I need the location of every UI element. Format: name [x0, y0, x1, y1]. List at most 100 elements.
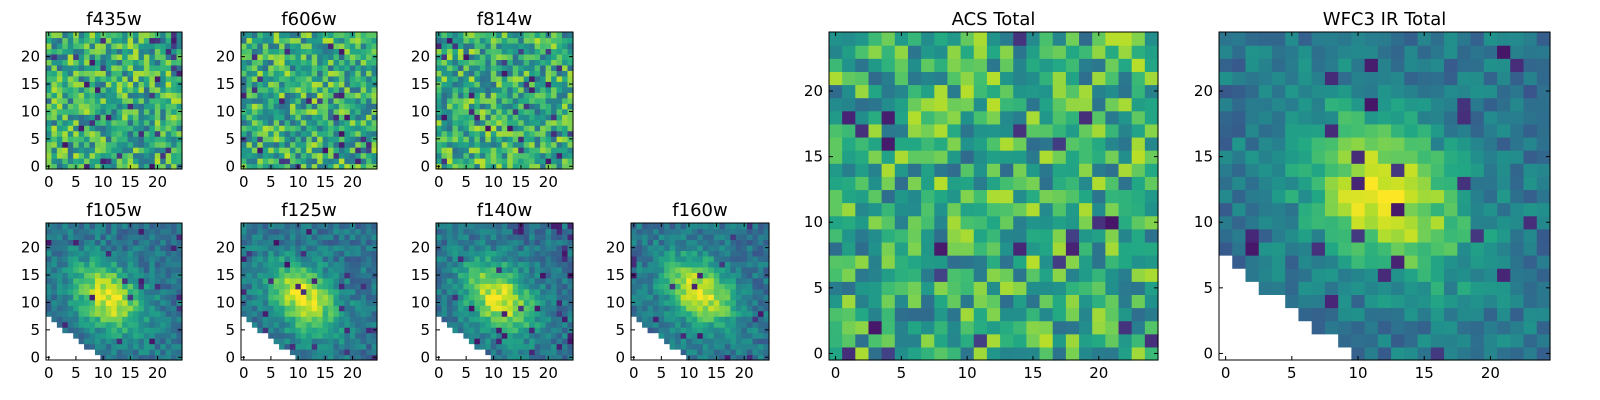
heatmap-cell	[986, 255, 1001, 269]
heatmap-cell	[154, 305, 161, 312]
heatmap-cell	[56, 272, 63, 279]
heatmap-cell	[338, 119, 345, 126]
heatmap-cell	[100, 119, 107, 126]
heatmap-cell	[349, 228, 356, 235]
heatmap-cell	[691, 343, 698, 350]
heatmap-cell	[691, 283, 698, 290]
heatmap-cell	[94, 316, 101, 323]
heatmap-cell	[457, 53, 464, 60]
heatmap-cell	[111, 108, 118, 115]
heatmap-cell	[463, 261, 470, 268]
heatmap-cell	[306, 59, 313, 66]
heatmap-cell	[116, 64, 123, 71]
heatmap-cell	[262, 163, 269, 170]
heatmap-cell	[446, 244, 454, 251]
y-tick-label: 15	[216, 75, 235, 93]
heatmap-cell	[94, 299, 101, 306]
heatmap-cell	[89, 305, 96, 312]
heatmap-cell	[154, 239, 161, 246]
heatmap-cell	[501, 64, 508, 71]
heatmap-cell	[133, 294, 140, 301]
heatmap-cell	[534, 81, 541, 88]
heatmap-cell	[986, 84, 1001, 99]
y-tick-label: 15	[411, 75, 430, 93]
heatmap-cell	[724, 277, 731, 284]
heatmap-cell	[160, 158, 167, 165]
heatmap-cell	[463, 299, 470, 306]
heatmap-cell	[894, 241, 909, 256]
heatmap-cell	[457, 277, 464, 284]
heatmap-cell	[496, 163, 503, 170]
heatmap-cell	[973, 281, 988, 295]
heatmap-cell	[567, 59, 574, 66]
heatmap-cell	[51, 283, 58, 290]
heatmap-cell	[355, 255, 362, 262]
heatmap-cell	[479, 64, 486, 71]
heatmap-cell	[279, 277, 286, 284]
heatmap-cell	[73, 272, 80, 279]
heatmap-cell	[344, 283, 351, 290]
heatmap-cell	[529, 37, 536, 44]
heatmap-cell	[631, 310, 638, 317]
heatmap-cell	[67, 266, 74, 273]
heatmap-cell	[311, 321, 318, 328]
heatmap-cell	[556, 70, 563, 77]
heatmap-cell	[116, 42, 123, 50]
heatmap-cell	[73, 261, 80, 268]
heatmap-cell	[686, 316, 693, 323]
heatmap-cell	[355, 42, 362, 50]
heatmap-cell	[719, 316, 726, 323]
heatmap-cell	[344, 316, 351, 323]
heatmap-cell	[463, 103, 470, 110]
heatmap-cell	[436, 86, 443, 93]
heatmap-cell	[257, 108, 264, 115]
heatmap-cell	[741, 327, 748, 334]
heatmap-cell	[116, 130, 123, 137]
heatmap-cell	[675, 283, 682, 290]
heatmap-cell	[289, 136, 296, 143]
heatmap-cell	[284, 299, 291, 306]
heatmap-cell	[56, 103, 63, 110]
heatmap-cell	[360, 75, 367, 82]
heatmap-cell	[171, 53, 178, 60]
heatmap-cell	[176, 32, 183, 39]
heatmap-cell	[349, 239, 356, 246]
heatmap-cell	[441, 255, 448, 262]
heatmap-cell	[664, 261, 671, 268]
heatmap-cell	[724, 233, 731, 241]
x-tick-label: 5	[71, 173, 81, 191]
heatmap-cell	[78, 239, 85, 246]
heatmap-cell	[154, 250, 161, 257]
heatmap-cell	[371, 239, 378, 246]
heatmap-cell	[907, 176, 922, 191]
heatmap-cell	[154, 272, 161, 279]
heatmap-cell	[1052, 150, 1067, 164]
y-tick-label: 20	[411, 239, 430, 257]
heatmap-cell	[1118, 281, 1133, 295]
heatmap-cell	[523, 349, 530, 356]
heatmap-cell	[512, 244, 519, 251]
heatmap-cell	[84, 59, 91, 66]
heatmap-cell	[165, 163, 172, 170]
heatmap-cell	[338, 343, 345, 350]
heatmap-cell	[479, 70, 486, 77]
heatmap-cell	[51, 48, 58, 55]
heatmap-cell	[752, 261, 759, 268]
heatmap-cell	[907, 84, 922, 99]
heatmap-cell	[241, 239, 248, 246]
heatmap-cell	[300, 228, 307, 235]
heatmap-cell	[636, 244, 643, 251]
heatmap-cell	[344, 288, 351, 295]
heatmap-cell	[67, 81, 74, 88]
heatmap-cell	[333, 59, 340, 66]
heatmap-cell	[556, 343, 563, 350]
heatmap-cell	[973, 71, 988, 86]
heatmap-cell	[138, 158, 145, 165]
heatmap-cell	[344, 75, 351, 82]
heatmap-cell	[551, 223, 558, 230]
heatmap-cell	[317, 158, 324, 165]
heatmap-cell	[463, 244, 470, 251]
heatmap-cell	[540, 103, 547, 110]
heatmap-cells	[631, 223, 770, 361]
